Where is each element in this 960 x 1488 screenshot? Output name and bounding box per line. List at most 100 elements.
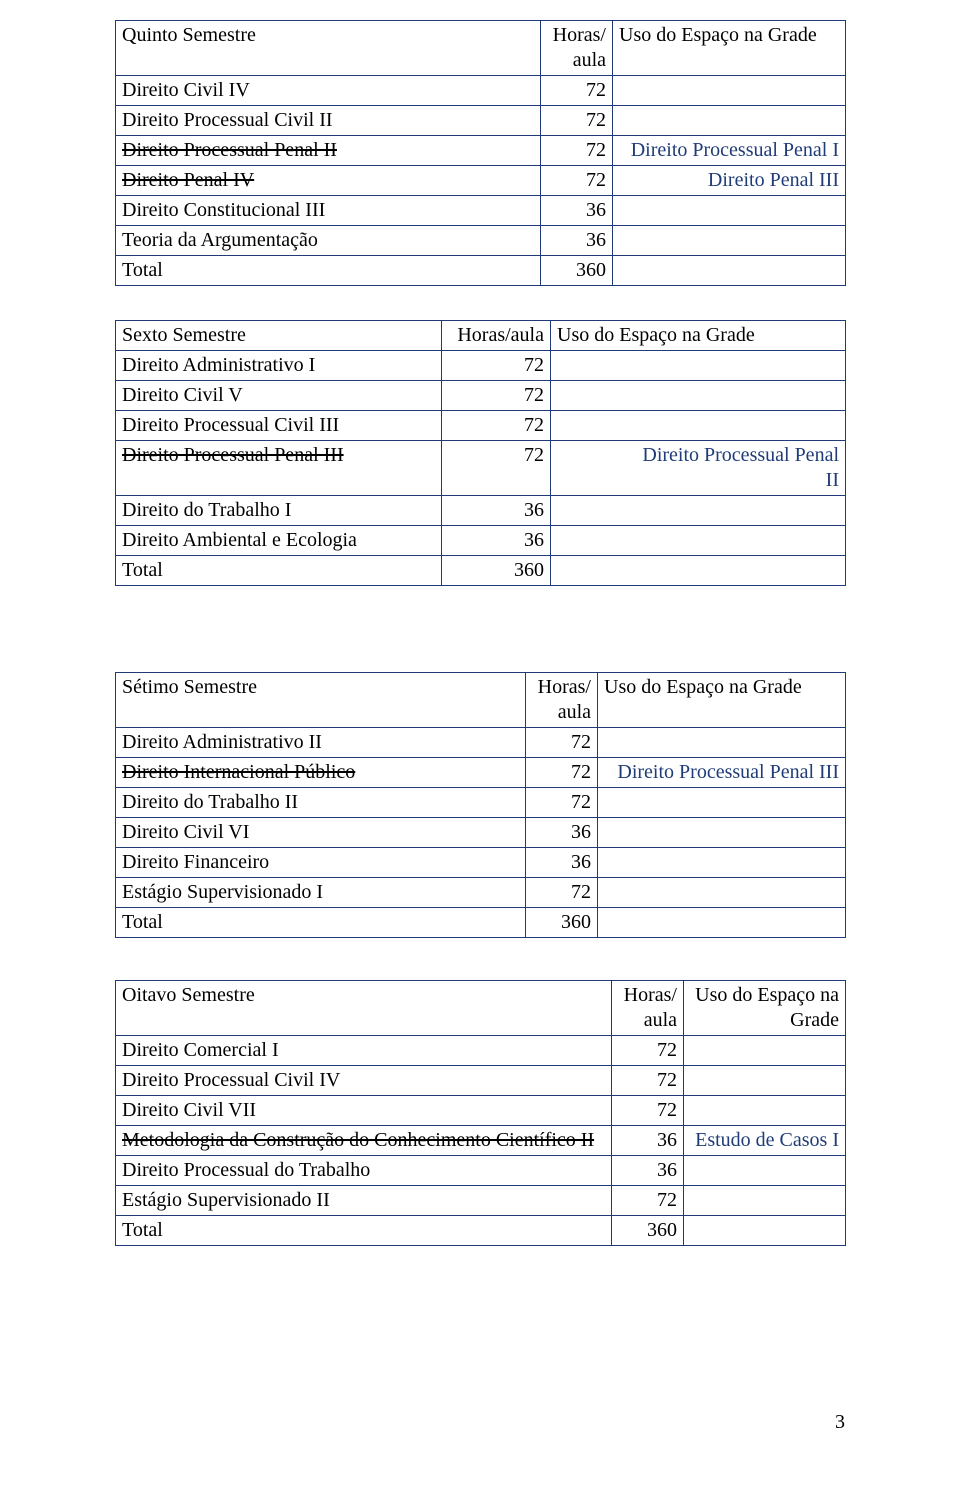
course-name: Direito Ambiental e Ecologia xyxy=(116,526,442,556)
sexto-semestre-table: Sexto SemestreHoras/aulaUso do Espaço na… xyxy=(115,320,846,586)
course-espaco xyxy=(613,76,846,106)
table-row: Direito Financeiro36 xyxy=(116,848,846,878)
course-espaco: Direito Processual Penal I xyxy=(613,136,846,166)
table-row: Direito Civil IV72 xyxy=(116,76,846,106)
table-row: Direito Civil V72 xyxy=(116,381,846,411)
oitavo-semestre-table: Oitavo SemestreHoras/aulaUso do Espaço n… xyxy=(115,980,846,1246)
semester-title: Quinto Semestre xyxy=(116,21,541,76)
course-name: Teoria da Argumentação xyxy=(116,226,541,256)
course-name: Estágio Supervisionado II xyxy=(116,1186,612,1216)
course-espaco xyxy=(598,908,846,938)
course-hours: 72 xyxy=(541,106,613,136)
espaco-header: Uso do Espaço na Grade xyxy=(598,673,846,728)
course-name: Direito Comercial I xyxy=(116,1036,612,1066)
course-espaco xyxy=(551,526,846,556)
course-name: Total xyxy=(116,1216,612,1246)
course-espaco: Estudo de Casos I xyxy=(684,1126,846,1156)
course-name: Direito do Trabalho II xyxy=(116,788,526,818)
table-row: Total360 xyxy=(116,556,846,586)
course-espaco xyxy=(613,256,846,286)
course-hours: 72 xyxy=(541,166,613,196)
course-hours: 72 xyxy=(612,1186,684,1216)
table-row: Direito Processual do Trabalho36 xyxy=(116,1156,846,1186)
course-espaco xyxy=(684,1096,846,1126)
course-hours: 36 xyxy=(541,196,613,226)
espaco-header: Uso do Espaço na Grade xyxy=(613,21,846,76)
course-hours: 360 xyxy=(541,256,613,286)
course-name: Direito Penal IV xyxy=(116,166,541,196)
course-name: Total xyxy=(116,556,442,586)
course-espaco xyxy=(551,351,846,381)
course-name: Direito Civil VII xyxy=(116,1096,612,1126)
course-espaco xyxy=(613,226,846,256)
course-hours: 72 xyxy=(541,76,613,106)
course-hours: 360 xyxy=(442,556,551,586)
table-row: Estágio Supervisionado II72 xyxy=(116,1186,846,1216)
table-row: Direito do Trabalho II72 xyxy=(116,788,846,818)
table-row: Direito Civil VI36 xyxy=(116,818,846,848)
table-row: Direito Processual Penal II72Direito Pro… xyxy=(116,136,846,166)
course-name: Direito Processual Civil IV xyxy=(116,1066,612,1096)
course-hours: 72 xyxy=(442,441,551,496)
course-hours: 36 xyxy=(541,226,613,256)
course-hours: 72 xyxy=(526,878,598,908)
table-row: Direito Processual Civil III72 xyxy=(116,411,846,441)
course-hours: 36 xyxy=(612,1126,684,1156)
course-espaco: Direito Processual PenalII xyxy=(551,441,846,496)
course-name: Direito Civil IV xyxy=(116,76,541,106)
course-hours: 72 xyxy=(541,136,613,166)
course-espaco xyxy=(598,818,846,848)
course-espaco xyxy=(551,411,846,441)
course-hours: 72 xyxy=(612,1036,684,1066)
semester-title: Oitavo Semestre xyxy=(116,981,612,1036)
course-hours: 72 xyxy=(442,411,551,441)
course-hours: 72 xyxy=(442,351,551,381)
course-name: Metodologia da Construção do Conheciment… xyxy=(116,1126,612,1156)
course-espaco xyxy=(598,878,846,908)
course-espaco xyxy=(598,848,846,878)
course-espaco xyxy=(684,1216,846,1246)
page-number: 3 xyxy=(835,1411,845,1434)
table-row: Metodologia da Construção do Conheciment… xyxy=(116,1126,846,1156)
table-row: Estágio Supervisionado I72 xyxy=(116,878,846,908)
course-name: Direito Processual Civil II xyxy=(116,106,541,136)
hours-header: Horas/aula xyxy=(442,321,551,351)
table-row: Teoria da Argumentação36 xyxy=(116,226,846,256)
table-row: Total360 xyxy=(116,908,846,938)
course-espaco xyxy=(684,1186,846,1216)
course-espaco xyxy=(684,1066,846,1096)
hours-header: Horas/aula xyxy=(526,673,598,728)
course-name: Direito Constitucional III xyxy=(116,196,541,226)
hours-header: Horas/aula xyxy=(541,21,613,76)
course-name: Direito do Trabalho I xyxy=(116,496,442,526)
course-espaco xyxy=(598,728,846,758)
course-hours: 72 xyxy=(612,1066,684,1096)
course-hours: 36 xyxy=(526,848,598,878)
course-hours: 360 xyxy=(526,908,598,938)
table-row: Direito Constitucional III36 xyxy=(116,196,846,226)
course-hours: 72 xyxy=(526,788,598,818)
course-name: Direito Internacional Público xyxy=(116,758,526,788)
course-espaco xyxy=(684,1036,846,1066)
course-name: Direito Civil VI xyxy=(116,818,526,848)
table-row: Direito Administrativo I72 xyxy=(116,351,846,381)
course-name: Direito Processual Civil III xyxy=(116,411,442,441)
course-name: Total xyxy=(116,908,526,938)
table-row: Direito Comercial I72 xyxy=(116,1036,846,1066)
course-espaco xyxy=(551,381,846,411)
table-row: Direito Administrativo II72 xyxy=(116,728,846,758)
table-row: Direito Internacional Público72Direito P… xyxy=(116,758,846,788)
table-row: Total360 xyxy=(116,256,846,286)
course-espaco xyxy=(551,496,846,526)
table-row: Direito do Trabalho I36 xyxy=(116,496,846,526)
course-hours: 36 xyxy=(442,526,551,556)
hours-header: Horas/aula xyxy=(612,981,684,1036)
course-hours: 36 xyxy=(612,1156,684,1186)
course-espaco: Direito Penal III xyxy=(613,166,846,196)
table-row: Direito Ambiental e Ecologia36 xyxy=(116,526,846,556)
course-espaco xyxy=(613,106,846,136)
course-hours: 72 xyxy=(442,381,551,411)
course-name: Direito Administrativo II xyxy=(116,728,526,758)
course-name: Direito Civil V xyxy=(116,381,442,411)
course-name: Direito Processual Penal III xyxy=(116,441,442,496)
